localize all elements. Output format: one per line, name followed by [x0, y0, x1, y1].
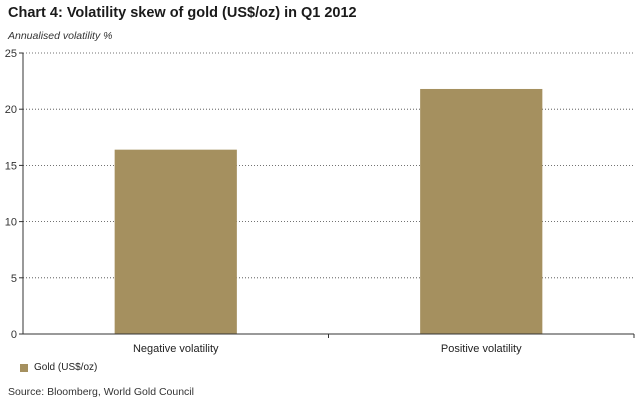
chart-title: Chart 4: Volatility skew of gold (US$/oz…: [8, 5, 357, 21]
x-category-label: Positive volatility: [441, 343, 522, 355]
bars: [114, 88, 543, 334]
x-category-label: Negative volatility: [133, 343, 219, 355]
y-tick-label: 0: [11, 329, 17, 341]
bar: [114, 149, 237, 334]
y-tick-label: 5: [11, 273, 17, 285]
bar: [420, 88, 543, 334]
axes: [19, 52, 635, 338]
legend: Gold (US$/oz): [20, 362, 97, 373]
legend-swatch: [20, 363, 28, 372]
y-tick-label: 20: [5, 104, 17, 116]
source-note: Source: Bloomberg, World Gold Council: [8, 386, 194, 398]
y-tick-label: 25: [5, 48, 17, 60]
tick-labels: 0 5 10 15 20 25 Negative volatility Positive vo…: [5, 48, 522, 355]
y-tick-label: 10: [5, 217, 17, 229]
y-tick-label: 15: [5, 160, 17, 172]
y-axis-label: Annualised volatility %: [8, 30, 113, 42]
legend-label: Gold (US$/oz): [34, 362, 98, 373]
